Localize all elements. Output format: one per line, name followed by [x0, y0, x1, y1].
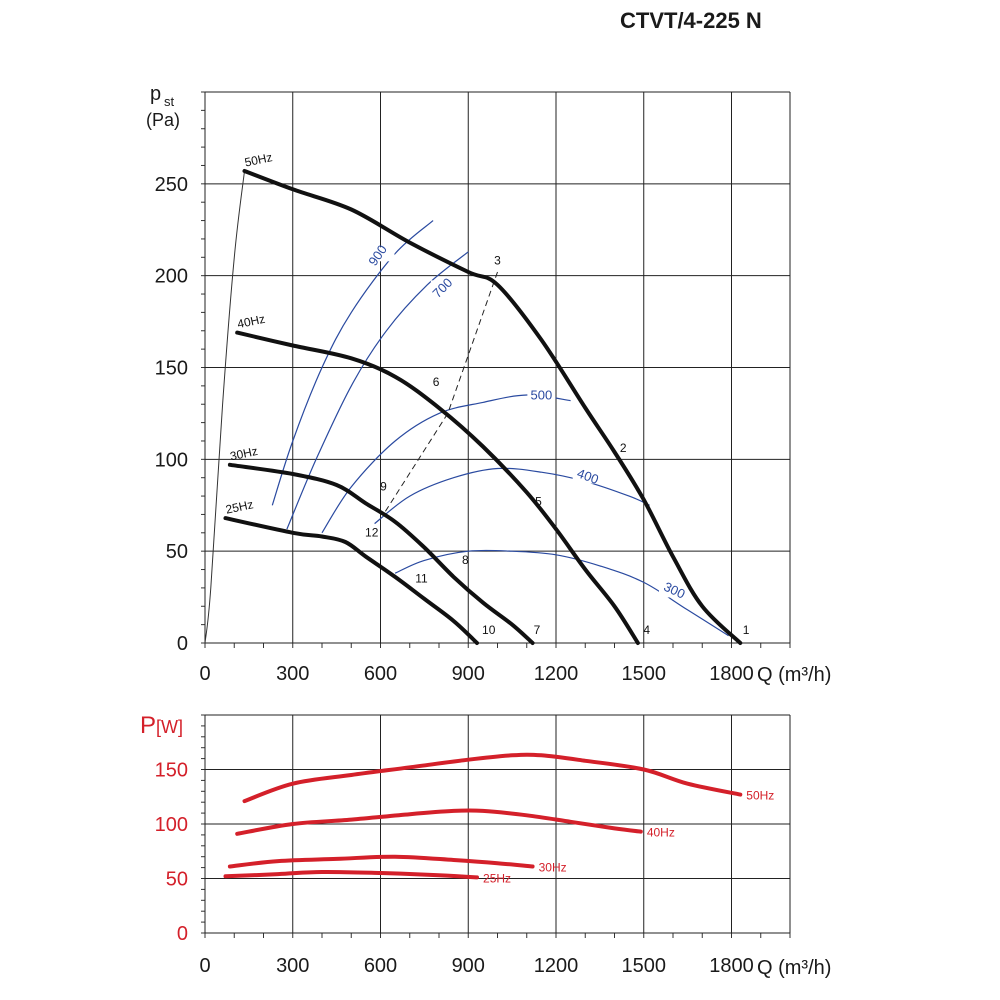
iso-curve-700: [286, 251, 469, 530]
point-label-8: 8: [462, 553, 469, 567]
iso-label-300: 300: [661, 579, 687, 602]
iso-label-bg: [572, 469, 601, 484]
x-tick-label: 0: [199, 663, 210, 685]
curve-label-40Hz: 40Hz: [236, 312, 266, 332]
iso-curve-400: [374, 467, 650, 525]
fan-curve-40Hz: [235, 330, 640, 645]
y-tick-label: 200: [155, 266, 188, 288]
y-tick-label: 150: [155, 760, 188, 782]
iso-label-bg: [366, 247, 395, 262]
point-label-9: 9: [380, 480, 387, 494]
power-curve-40Hz: [235, 808, 643, 836]
x-tick-label: 1200: [534, 955, 579, 977]
power-label-50Hz: 50Hz: [746, 789, 774, 803]
fan-curve-25Hz: [223, 516, 479, 645]
curve-label-50Hz: 50Hz: [243, 150, 273, 170]
x-tick-label: 1500: [622, 663, 667, 685]
iso-label-400: 400: [575, 465, 601, 487]
x-tick-label: 900: [452, 663, 485, 685]
iso-label-bg: [527, 388, 556, 403]
x-tick-label: 1200: [534, 663, 579, 685]
x-axis-title: Q (m³/h): [757, 957, 831, 979]
power-curve-30Hz: [227, 854, 535, 869]
x-tick-label: 1800: [709, 955, 754, 977]
y-axis-title: P: [140, 712, 156, 739]
y-tick-label: 50: [166, 869, 188, 891]
y-tick-label: 0: [177, 923, 188, 945]
x-tick-label: 900: [452, 955, 485, 977]
iso-curve-500: [321, 394, 571, 534]
iso-label-bg: [430, 280, 459, 295]
y-tick-label: 150: [155, 358, 188, 380]
point-label-2: 2: [620, 441, 627, 455]
point-label-4: 4: [643, 623, 650, 637]
fan-curve-50Hz: [242, 169, 743, 645]
x-tick-label: 300: [276, 955, 309, 977]
point-label-11: 11: [415, 571, 428, 585]
power-label-40Hz: 40Hz: [647, 826, 675, 840]
iso-curve-900: [271, 220, 434, 506]
x-tick-label: 300: [276, 663, 309, 685]
y-axis-unit: (Pa): [146, 110, 180, 130]
fan-curve-30Hz: [227, 462, 535, 645]
y-tick-label: 50: [166, 541, 188, 563]
y-axis-unit: [W]: [156, 717, 183, 737]
point-label-7: 7: [534, 623, 541, 637]
x-tick-label: 1800: [709, 663, 754, 685]
point-label-5: 5: [535, 494, 542, 508]
x-axis-title: Q (m³/h): [757, 664, 831, 686]
point-label-1: 1: [743, 623, 750, 637]
power-curve-25Hz: [223, 869, 479, 880]
x-tick-label: 600: [364, 955, 397, 977]
power-label-30Hz: 30Hz: [539, 861, 567, 875]
curve-label-30Hz: 30Hz: [229, 444, 259, 464]
x-tick-label: 600: [364, 663, 397, 685]
point-label-3: 3: [494, 254, 501, 268]
y-tick-label: 100: [155, 814, 188, 836]
y-tick-label: 0: [177, 633, 188, 655]
system-line-dashed: [383, 271, 498, 515]
x-tick-label: 1500: [622, 955, 667, 977]
y-tick-label: 100: [155, 449, 188, 471]
x-tick-label: 0: [199, 955, 210, 977]
y-tick-label: 250: [155, 174, 188, 196]
chart-title: CTVT/4-225 N: [620, 8, 762, 33]
y-axis-subscript: st: [164, 94, 175, 109]
curve-label-25Hz: 25Hz: [224, 497, 254, 517]
y-axis-title: p: [150, 83, 161, 105]
iso-label-500: 500: [531, 388, 553, 403]
point-label-10: 10: [482, 623, 496, 637]
power-curve-50Hz: [242, 752, 743, 804]
point-label-12: 12: [365, 525, 379, 539]
system-curve: [204, 170, 245, 644]
power-label-25Hz: 25Hz: [483, 871, 511, 885]
iso-label-bg: [659, 583, 687, 598]
point-label-6: 6: [433, 375, 440, 389]
